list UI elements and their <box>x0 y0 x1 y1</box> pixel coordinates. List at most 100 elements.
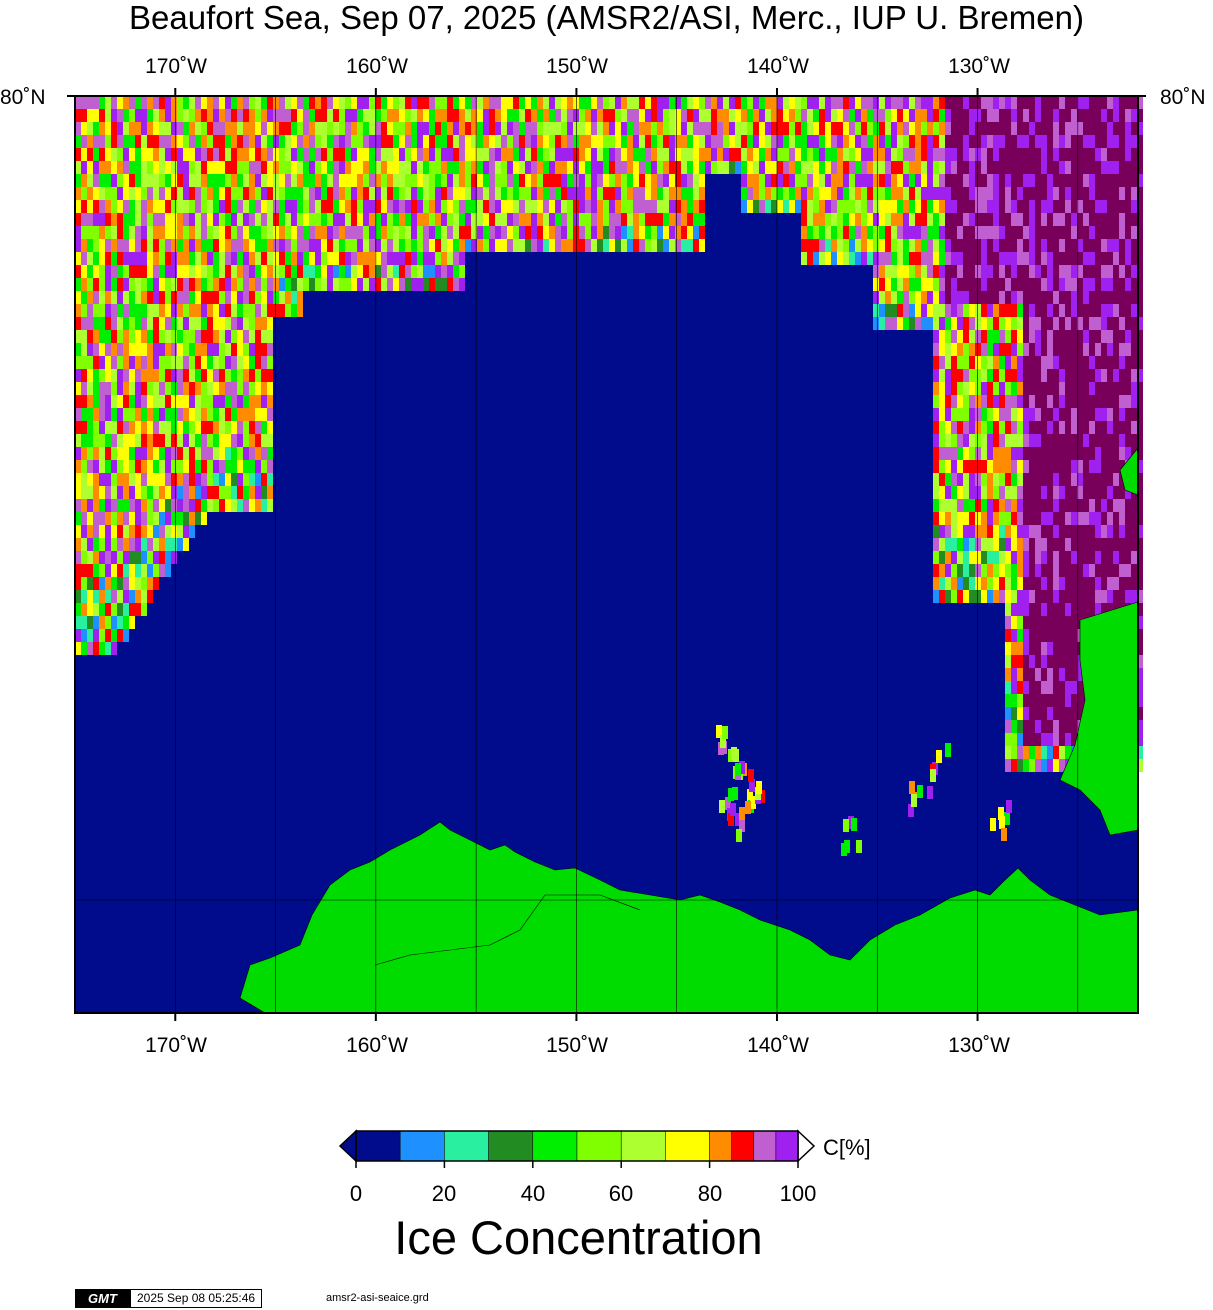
ice-cell <box>393 213 399 226</box>
ice-cell <box>303 265 309 278</box>
ice-cell <box>81 278 87 291</box>
ice-cell <box>1065 486 1071 499</box>
ice-cell <box>975 382 981 395</box>
ice-cell <box>903 291 909 304</box>
ice-cell <box>1017 226 1023 239</box>
ice-cell <box>189 330 195 343</box>
colorbar-bin <box>753 1130 777 1162</box>
ice-cell <box>807 135 813 148</box>
ice-cell <box>1053 252 1059 265</box>
ice-cell <box>555 122 561 135</box>
ice-cell <box>975 434 981 447</box>
ice-cell <box>675 148 681 161</box>
ice-cell <box>711 96 717 109</box>
ice-cell <box>1065 252 1071 265</box>
ice-cell <box>1047 213 1053 226</box>
ice-cell <box>783 148 789 161</box>
ice-cell <box>1017 330 1023 343</box>
ice-cell <box>129 616 135 629</box>
ice-cell <box>1131 317 1137 330</box>
ice-cell <box>1017 109 1023 122</box>
ice-cell <box>297 200 303 213</box>
ice-cell <box>657 187 663 200</box>
ice-cell <box>1047 746 1053 759</box>
ice-cell <box>291 239 297 252</box>
ice-cell <box>771 109 777 122</box>
ice-cell <box>1017 616 1023 629</box>
ice-cell <box>1059 408 1065 421</box>
ice-cell <box>267 226 273 239</box>
ice-cell <box>129 486 135 499</box>
ice-cell <box>81 265 87 278</box>
ice-cell <box>555 109 561 122</box>
ice-cell <box>255 239 261 252</box>
ice-cell <box>243 278 249 291</box>
ice-cell <box>1035 109 1041 122</box>
ice-cell <box>909 187 915 200</box>
ice-cell <box>153 330 159 343</box>
ice-cell <box>501 109 507 122</box>
ice-cell <box>459 213 465 226</box>
ice-cell <box>639 174 645 187</box>
ice-cell <box>621 122 627 135</box>
ice-cell <box>213 499 219 512</box>
ice-cell <box>867 226 873 239</box>
ice-cell <box>147 395 153 408</box>
ice-cell <box>591 161 597 174</box>
ice-cell <box>663 148 669 161</box>
ice-cell <box>927 96 933 109</box>
ice-cell <box>1095 252 1101 265</box>
ice-cell <box>927 252 933 265</box>
ice-cell <box>195 239 201 252</box>
ice-cell <box>1089 512 1095 525</box>
ice-cell <box>1041 135 1047 148</box>
ice-cell <box>297 291 303 304</box>
ice-cell <box>543 122 549 135</box>
ice-cell <box>447 148 453 161</box>
ice-cell <box>1125 122 1131 135</box>
ice-cell <box>399 174 405 187</box>
ice-cell <box>345 122 351 135</box>
ice-cell <box>681 174 687 187</box>
ice-cell <box>159 330 165 343</box>
ice-cell <box>1113 538 1119 551</box>
ice-cell <box>1113 135 1119 148</box>
ice-cell <box>1047 122 1053 135</box>
ice-cell <box>93 343 99 356</box>
ice-cell <box>1047 642 1053 655</box>
ice-cell <box>645 122 651 135</box>
ice-cell <box>753 161 759 174</box>
ice-cell <box>465 135 471 148</box>
ice-cell <box>219 421 225 434</box>
ice-cell <box>171 395 177 408</box>
ice-cell <box>351 187 357 200</box>
ice-cell <box>1077 330 1083 343</box>
ice-cell <box>375 109 381 122</box>
ice-cell <box>375 252 381 265</box>
ice-cell <box>993 434 999 447</box>
ice-cell <box>1023 434 1029 447</box>
ice-cell <box>129 512 135 525</box>
ice-cell <box>141 239 147 252</box>
ice-cell <box>921 161 927 174</box>
ice-cell <box>285 213 291 226</box>
ice-cell <box>105 577 111 590</box>
ice-cell <box>183 408 189 421</box>
ice-cell <box>849 109 855 122</box>
ice-cell <box>267 252 273 265</box>
ice-cell <box>999 395 1005 408</box>
ice-cell <box>1005 642 1011 655</box>
ice-cell <box>483 200 489 213</box>
ice-cell <box>933 135 939 148</box>
ice-cell <box>111 603 117 616</box>
ice-cell <box>807 187 813 200</box>
ice-cell <box>75 239 81 252</box>
ice-cell <box>933 278 939 291</box>
ice-cell <box>1107 213 1113 226</box>
ice-cell <box>381 148 387 161</box>
ice-cell <box>153 239 159 252</box>
ice-cell <box>105 525 111 538</box>
ice-cell <box>669 174 675 187</box>
ice-cell <box>261 148 267 161</box>
ice-cell <box>933 486 939 499</box>
